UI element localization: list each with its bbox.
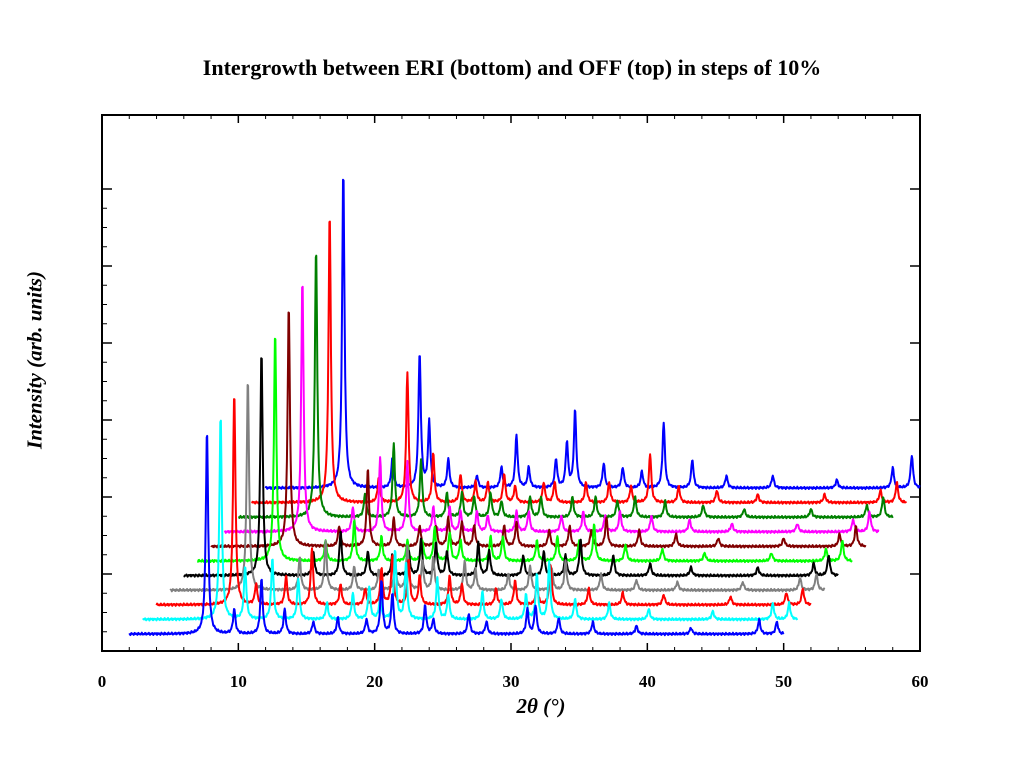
series-line-1	[128, 434, 785, 637]
series-line-9	[237, 254, 894, 520]
y-ticks	[102, 188, 920, 633]
plot-frame	[101, 114, 921, 652]
x-axis-label: 2θ (°)	[516, 694, 566, 718]
series-line-10	[251, 220, 908, 505]
x-tick-label: 60	[912, 672, 929, 691]
x-tick-label: 50	[775, 672, 792, 691]
x-ticks: 0 10 20 30 40 50 60	[98, 115, 929, 691]
series-line-11	[264, 178, 921, 491]
x-tick-label: 20	[366, 672, 383, 691]
series-line-8	[223, 285, 880, 534]
x-tick-label: 0	[98, 672, 107, 691]
x-tick-label: 40	[639, 672, 656, 691]
chart-title: Intergrowth between ERI (bottom) and OFF…	[202, 55, 822, 80]
x-tick-label: 30	[503, 672, 520, 691]
x-tick-label: 10	[230, 672, 247, 691]
series-layer	[128, 178, 921, 637]
series-line-5	[183, 357, 839, 578]
